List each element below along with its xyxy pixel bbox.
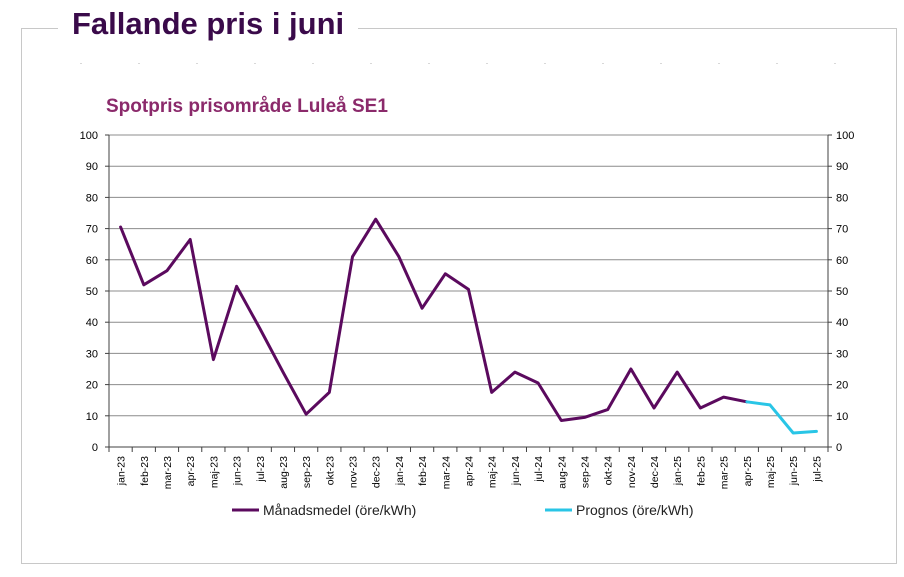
x-tick-label: feb-25: [695, 456, 707, 486]
x-tick-label: jan-23: [116, 456, 128, 486]
y-tick-label: 60: [86, 255, 98, 267]
x-tick-label: maj-24: [487, 456, 499, 488]
legend-label: Månadsmedel (öre/kWh): [263, 502, 416, 518]
legend: Månadsmedel (öre/kWh) Prognos (öre/kWh): [232, 502, 693, 518]
x-tick-label: aug-23: [278, 456, 290, 489]
divider-dot: [138, 63, 140, 64]
y-tick-label: 80: [836, 192, 848, 204]
x-tick-label: maj-23: [208, 456, 220, 488]
x-tick-label: dec-24: [649, 456, 661, 488]
x-tick-label: jun-23: [232, 456, 244, 486]
divider-dot: [312, 63, 314, 64]
page-title: Fallande pris i juni: [58, 4, 359, 44]
x-tick-label: feb-24: [417, 456, 429, 486]
dotted-divider: [80, 63, 840, 67]
y-tick-label: 100: [80, 130, 98, 142]
legend-label: Prognos (öre/kWh): [576, 502, 693, 518]
y-tick-label: 70: [86, 224, 98, 236]
divider-dot: [254, 63, 256, 64]
x-tick-label: jul-25: [811, 456, 823, 483]
y-tick-label: 90: [836, 161, 848, 173]
y-tick-label: 30: [836, 348, 848, 360]
divider-dot: [544, 63, 546, 64]
y-tick-label: 70: [836, 224, 848, 236]
y-axis-left: 0 10 20 30 40 50 60 70 80 90 100: [80, 130, 109, 454]
x-tick-label: maj-25: [765, 456, 777, 488]
y-tick-label: 20: [86, 380, 98, 392]
y-tick-label: 30: [86, 348, 98, 360]
divider-dot: [80, 63, 82, 64]
x-tick-label: mar-24: [440, 456, 452, 489]
y-tick-label: 20: [836, 380, 848, 392]
divider-dot: [660, 63, 662, 64]
y-tick-label: 40: [836, 317, 848, 329]
x-tick-label: nov-23: [348, 456, 360, 488]
y-tick-label: 50: [836, 286, 848, 298]
divider-dot: [486, 63, 488, 64]
x-tick-label: okt-24: [603, 456, 615, 485]
y-tick-label: 80: [86, 192, 98, 204]
y-axis-right: 0 10 20 30 40 50 60 70 80 90 100: [828, 130, 854, 454]
x-tick-label: sep-24: [579, 456, 591, 488]
x-tick-label: jun-24: [510, 456, 522, 486]
x-tick-label: aug-24: [556, 456, 568, 489]
x-tick-label: mar-23: [162, 456, 174, 489]
y-tick-label: 10: [86, 411, 98, 423]
series-line: [119, 217, 749, 422]
divider-dot: [776, 63, 778, 64]
x-tick-label: dec-23: [371, 456, 383, 488]
divider-dot: [602, 63, 604, 64]
divider-dot: [370, 63, 372, 64]
y-tick-label: 60: [836, 255, 848, 267]
x-tick-label: sep-23: [301, 456, 313, 488]
series-lines: [119, 217, 818, 435]
x-tick-label: mar-25: [719, 456, 731, 489]
divider-dot: [428, 63, 430, 64]
x-tick-label: apr-24: [464, 456, 476, 487]
y-tick-label: 50: [86, 286, 98, 298]
series-line: [745, 400, 818, 435]
divider-dot: [196, 63, 198, 64]
chart-title: Spotpris prisområde Luleå SE1: [106, 96, 388, 117]
y-tick-label: 40: [86, 317, 98, 329]
divider-dot: [834, 63, 836, 64]
x-tick-label: jan-24: [394, 456, 406, 486]
x-tick-label: okt-23: [324, 456, 336, 485]
divider-dot: [718, 63, 720, 64]
x-tick-label: nov-24: [626, 456, 638, 488]
y-tick-label: 100: [836, 130, 854, 142]
x-tick-label: jun-25: [788, 456, 800, 486]
y-tick-label: 10: [836, 411, 848, 423]
y-tick-label: 0: [92, 442, 98, 454]
x-axis: jan-23 feb-23 mar-23 apr-23 maj-23 jun-23 jul-…: [108, 447, 829, 489]
x-tick-label: apr-23: [185, 456, 197, 487]
y-tick-label: 90: [86, 161, 98, 173]
x-tick-label: jul-23: [255, 456, 267, 483]
x-tick-label: jan-25: [672, 456, 684, 486]
x-tick-label: apr-25: [742, 456, 754, 487]
slide-frame: [21, 28, 897, 564]
y-tick-label: 0: [836, 442, 842, 454]
x-tick-label: feb-23: [139, 456, 151, 486]
x-tick-label: jul-24: [533, 456, 545, 483]
